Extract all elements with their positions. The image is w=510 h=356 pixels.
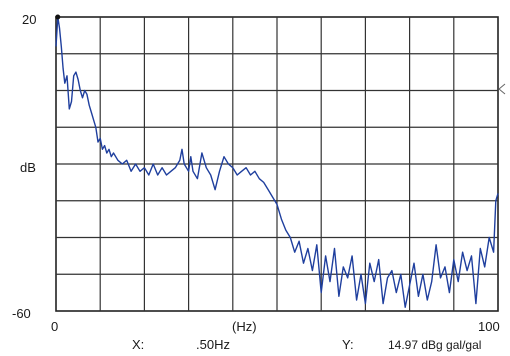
x-axis-label: (Hz) [232, 319, 257, 334]
spectrum-line-group [55, 14, 499, 308]
x-tick-label-min: 0 [51, 319, 58, 334]
y-axis-label: dB [20, 160, 36, 175]
spectrum-line-0 [55, 16, 499, 308]
x-tick-label-max: 100 [478, 319, 500, 334]
y-readout-value: 14.97 dBg gal/gal [388, 338, 482, 352]
chart-grid [55, 16, 499, 312]
peak-point [55, 14, 61, 20]
x-readout-label: X: [132, 337, 145, 352]
y-tick-label-min: -60 [12, 306, 31, 321]
x-readout-value: .50Hz [196, 337, 230, 352]
cursor-marker-icon [498, 83, 506, 95]
y-readout-label: Y: [342, 337, 354, 352]
y-tick-label-max: 20 [22, 12, 36, 27]
